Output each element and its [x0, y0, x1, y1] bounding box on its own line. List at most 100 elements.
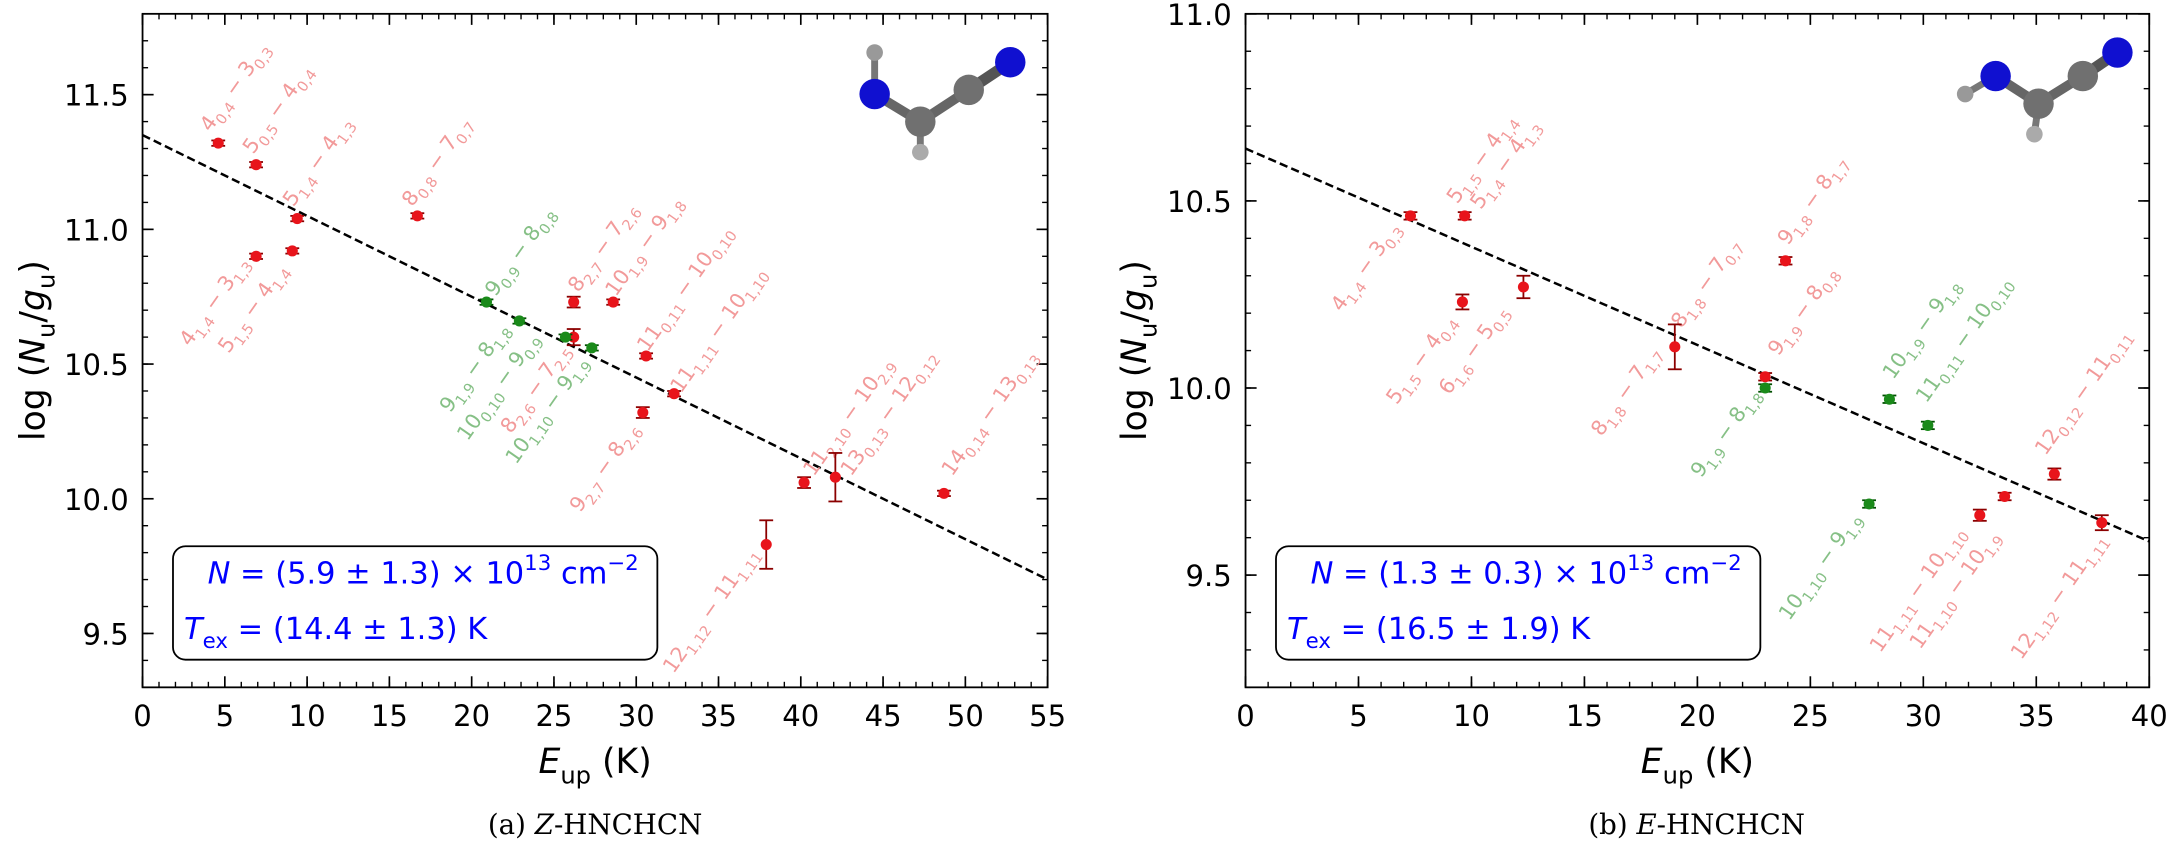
text-segment: −2 — [1710, 551, 1741, 576]
y-tick-label: 11.0 — [64, 213, 129, 247]
transition-label: 121,12 − 111,11 — [2006, 528, 2115, 666]
point — [411, 210, 423, 222]
point — [640, 350, 652, 362]
point — [212, 137, 224, 149]
point — [798, 477, 810, 489]
transition-label: 101,10 − 91,9 — [1774, 508, 1870, 628]
text-segment: 13 — [1627, 551, 1654, 576]
text-segment: E — [1635, 808, 1656, 841]
text-segment: (b) — [1588, 808, 1636, 841]
point — [1456, 296, 1468, 308]
x-tick-label: 0 — [1236, 699, 1254, 733]
text-segment: N — [1115, 338, 1155, 364]
point — [1999, 490, 2011, 503]
text-segment: = (1.3 ± 0.3) × 10 — [1333, 557, 1627, 592]
point — [559, 331, 572, 343]
text-segment: 1,11 — [2083, 536, 2115, 572]
point — [1974, 509, 1986, 521]
fit-line — [141, 133, 1049, 581]
text-segment: = (16.5 ± 1.9) K — [1331, 612, 1591, 647]
text-segment: g — [1115, 289, 1155, 311]
text-segment: 1,11 — [735, 550, 767, 586]
text-segment: u — [1134, 323, 1162, 338]
annotation-box — [172, 545, 659, 661]
transition-label: 91,9 − 81,8 — [1686, 383, 1769, 484]
point — [568, 296, 580, 308]
text-segment: u — [1134, 274, 1162, 289]
point — [291, 213, 303, 225]
x-tick-label: 15 — [371, 699, 408, 733]
annotation-text: Tex = (16.5 ± 1.9) K — [1287, 612, 1591, 654]
point — [1922, 419, 1934, 431]
y-tick-label: 10.0 — [64, 483, 129, 517]
x-tick-label: 5 — [216, 699, 234, 733]
x-tick-label: 20 — [453, 699, 490, 733]
transition-label: 140,14 − 130,13 — [937, 345, 1046, 483]
molecule-e — [1956, 37, 2133, 143]
text-segment: up — [560, 761, 591, 789]
point — [480, 296, 493, 308]
transition-label: 80,8 − 70,7 — [397, 112, 480, 213]
text-segment: 0,10 — [709, 228, 741, 264]
transition-label: 91,9 − 80,8 — [1763, 261, 1846, 362]
point — [2048, 468, 2060, 480]
y-tick-label: 9.5 — [82, 618, 128, 652]
transition-label: 121,12 − 111,11 — [658, 542, 767, 680]
point — [760, 539, 772, 551]
point — [829, 471, 841, 483]
y-tick-label: 10.5 — [64, 348, 129, 382]
caption: (b) E-HNCHCN — [1588, 808, 1805, 841]
x-tick-label: 40 — [2131, 699, 2168, 733]
y-tick-label: 10.5 — [1167, 185, 1232, 219]
point — [1863, 498, 1875, 510]
y-axis-label: log (Nu/gu) — [1115, 260, 1162, 441]
text-segment: u — [33, 323, 61, 338]
x-tick-label: 20 — [1679, 699, 1716, 733]
text-segment: -HNCHCN — [1657, 808, 1805, 841]
x-tick-label: 40 — [782, 699, 819, 733]
point — [250, 250, 262, 262]
transition-label: 120,12 − 110,11 — [2030, 324, 2139, 462]
panel: 0 5 10 15 20 25 30 35 40 45 50 55 9.5 10.0 10.5 11.0 11.… — [13, 12, 1066, 841]
text-segment: N — [208, 557, 231, 592]
plot-frame — [141, 12, 1049, 689]
text-segment: u — [33, 274, 61, 289]
point — [513, 315, 525, 327]
x-tick-label: 55 — [1029, 699, 1066, 733]
text-segment: ) — [13, 260, 53, 273]
text-segment: (a) — [488, 808, 535, 841]
text-segment: (K) — [591, 742, 652, 782]
transition-label: 81,8 − 70,7 — [1666, 234, 1749, 335]
point — [938, 487, 950, 499]
x-axis-label: Eup (K) — [1641, 742, 1754, 789]
point — [1883, 393, 1895, 405]
point — [1404, 210, 1416, 222]
x-axis-label: Eup (K) — [538, 742, 651, 789]
text-segment: 1,10 — [743, 270, 775, 306]
x-tick-label: 10 — [289, 699, 326, 733]
point — [637, 407, 649, 419]
annotation-text: Tex = (14.4 ± 1.3) K — [184, 612, 488, 654]
point — [607, 296, 619, 308]
y-tick-label: 11.0 — [1167, 0, 1232, 32]
text-segment: ex — [1306, 629, 1331, 654]
point — [2096, 517, 2108, 529]
transition-label: 90,9 − 80,8 — [480, 202, 563, 303]
transition-label: 91,8 − 81,7 — [1772, 151, 1855, 252]
point — [586, 342, 598, 354]
text-segment: −2 — [607, 551, 638, 576]
text-segment: 0,11 — [2107, 332, 2139, 368]
x-tick-label: 15 — [1566, 699, 1603, 733]
point — [1759, 371, 1771, 383]
text-segment: ) — [1115, 260, 1155, 273]
text-segment: 0,10 — [1988, 279, 2020, 315]
x-tick-label: 0 — [133, 699, 151, 733]
point — [250, 159, 262, 171]
y-axis-label: log (Nu/gu) — [13, 260, 60, 441]
x-tick-label: 25 — [535, 699, 572, 733]
text-segment: Z — [534, 808, 555, 841]
annotation-text: N = (1.3 ± 0.3) × 1013 cm−2 — [1311, 551, 1742, 592]
x-tick-label: 30 — [1905, 699, 1942, 733]
annotation-box — [1275, 545, 1762, 661]
